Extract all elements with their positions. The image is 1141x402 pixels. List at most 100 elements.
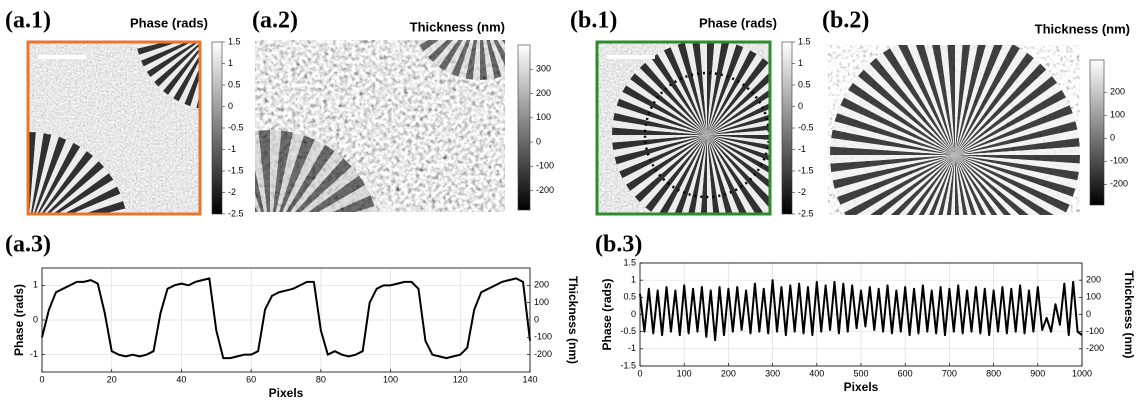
wedge — [480, 0, 532, 10]
x-tick-label: 0 — [637, 368, 642, 378]
colorbar-tick-label: 0 — [798, 101, 803, 111]
wedge — [63, 186, 121, 214]
wedge — [955, 121, 1078, 155]
wedge — [473, 0, 480, 10]
x-tick-label: 80 — [316, 374, 326, 384]
wedge — [707, 135, 770, 145]
wedge — [215, 0, 221, 30]
wedge — [301, 166, 359, 212]
wedge — [890, 45, 955, 155]
wedge — [830, 155, 955, 173]
wedge — [45, 161, 105, 214]
wedge — [0, 140, 28, 232]
wedge — [480, 0, 521, 10]
x-tick-label: 0 — [39, 374, 44, 384]
wedge — [832, 121, 955, 155]
wedge — [844, 90, 955, 155]
wedge — [0, 137, 28, 232]
y2-tick-label: -200 — [1086, 343, 1104, 353]
wedge — [955, 155, 960, 215]
wedge — [670, 44, 707, 136]
x-tick-label: 20 — [107, 374, 117, 384]
wedge — [272, 130, 293, 212]
wedge — [688, 135, 707, 214]
wedge — [955, 155, 1078, 189]
wedge — [270, 240, 379, 263]
colorbar-tick-label: -1 — [228, 144, 236, 154]
wedge — [955, 155, 1076, 197]
wedge — [955, 129, 1079, 155]
wedge — [416, 40, 429, 45]
wedge — [255, 169, 265, 212]
wedge — [161, 240, 270, 263]
wedge — [83, 201, 126, 214]
wedge — [830, 137, 955, 155]
wedge — [707, 102, 770, 135]
wedge — [955, 155, 1070, 213]
wedge — [413, 0, 480, 10]
wedge — [634, 67, 707, 135]
wedge — [483, 40, 495, 80]
wedge — [613, 135, 707, 158]
wedge — [480, 0, 547, 10]
wedge — [616, 98, 707, 135]
wedge — [423, 40, 447, 57]
wedge — [480, 0, 495, 10]
wedge — [0, 201, 28, 232]
wedge — [831, 155, 955, 181]
wedge — [135, 30, 215, 36]
wedge — [955, 113, 1076, 155]
wedge — [445, 40, 467, 74]
wedge — [955, 155, 982, 215]
wedge — [480, 0, 550, 10]
wedge — [707, 47, 751, 135]
wedge — [707, 125, 770, 135]
wedge — [57, 179, 118, 214]
wedge — [612, 135, 707, 150]
x-tick-label: 500 — [853, 368, 868, 378]
colorbar-tick-label: 300 — [536, 64, 551, 74]
wedge — [270, 229, 380, 240]
wedge — [135, 42, 166, 49]
wedge — [612, 127, 707, 135]
wedge — [465, 40, 477, 80]
colorbar-tick-label: -100 — [536, 161, 554, 171]
panel-label: (b.1) — [570, 8, 617, 34]
line — [639, 279, 1083, 342]
x-tick-label: 800 — [986, 368, 1001, 378]
x-tick-label: 1000 — [1072, 368, 1092, 378]
wedge — [707, 42, 715, 135]
wedge — [707, 58, 769, 135]
wedge — [840, 155, 955, 213]
wedge — [677, 42, 707, 135]
wedge — [876, 52, 955, 155]
wedge — [955, 155, 1054, 215]
y2-tick-label: -100 — [534, 332, 552, 342]
wedge — [332, 195, 375, 212]
wedge — [255, 206, 258, 212]
wedge — [30, 133, 52, 214]
colorbar-tick-label: -200 — [536, 185, 554, 195]
colorbar-tick-label: 1.5 — [798, 36, 811, 46]
wedge — [955, 45, 1003, 155]
wedge — [146, 42, 199, 78]
wedge — [255, 130, 268, 212]
wedge — [707, 89, 770, 135]
y-tick-label: 1 — [631, 275, 636, 285]
wedge — [852, 76, 955, 155]
panel-label: (a.2) — [252, 8, 298, 34]
colorbar-tick-label: -1.5 — [798, 165, 814, 175]
wedge — [848, 82, 955, 155]
wedge — [869, 155, 955, 215]
wedge — [707, 135, 770, 208]
colorbar-tick-label: -0.5 — [228, 122, 244, 132]
wedge — [612, 120, 707, 135]
wedge — [832, 155, 955, 189]
wedge — [707, 135, 770, 168]
x-tick-label: 200 — [721, 368, 736, 378]
wedge — [141, 42, 192, 67]
colorbar-tick-label: -2 — [228, 187, 236, 197]
wedge — [844, 155, 955, 215]
wedge — [423, 0, 480, 10]
wedge — [282, 139, 325, 212]
